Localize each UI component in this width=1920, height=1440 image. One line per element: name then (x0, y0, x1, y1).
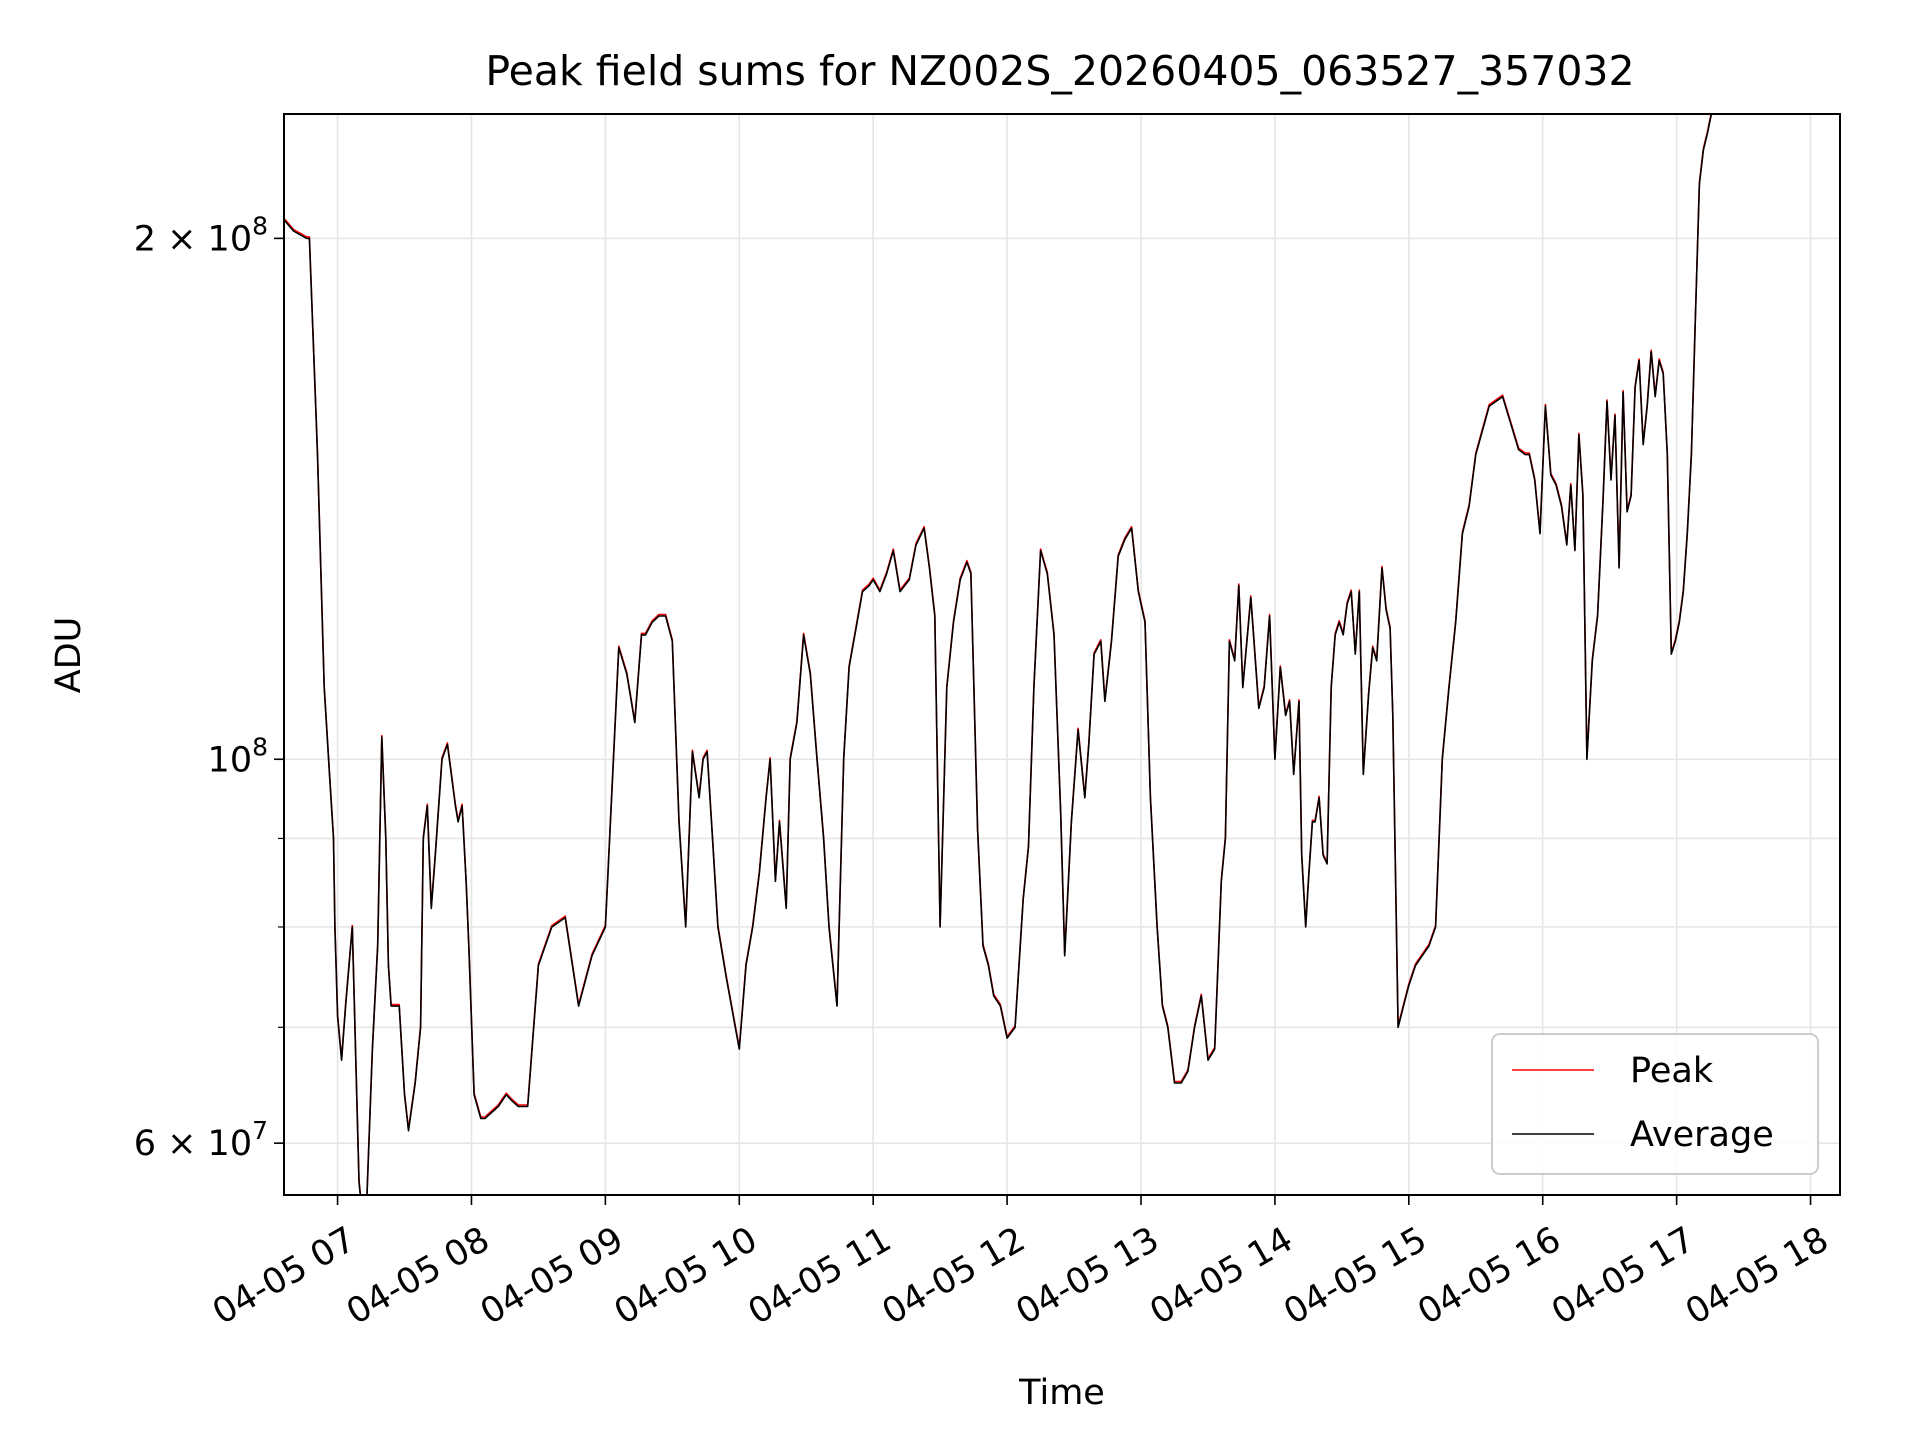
chart-title: Peak field sums for NZ002S_20260405_0635… (485, 47, 1634, 95)
y-tick-exponent: 8 (252, 732, 268, 761)
y-axis-label: ADU (49, 617, 89, 694)
legend-peak-label: Peak (1630, 1051, 1714, 1091)
legend: Peak Average (1491, 1033, 1819, 1175)
legend-box (1491, 1033, 1819, 1175)
y-tick-label: 6 × 107 (134, 1116, 268, 1164)
y-tick-exponent: 7 (252, 1116, 268, 1145)
y-tick-base: 6 × 10 (134, 1124, 252, 1164)
y-tick-base: 2 × 10 (134, 219, 252, 259)
x-axis-label: Time (1018, 1373, 1105, 1413)
series-average-line (284, 114, 1713, 1195)
y-tick-base: 10 (208, 740, 253, 780)
series-layer (284, 114, 1713, 1195)
plot-frame (283, 113, 1841, 1196)
y-tick-label: 108 (208, 732, 268, 780)
y-tick-label: 2 × 108 (134, 211, 268, 259)
y-tick-exponent: 8 (252, 211, 268, 240)
legend-average-label: Average (1630, 1115, 1774, 1155)
